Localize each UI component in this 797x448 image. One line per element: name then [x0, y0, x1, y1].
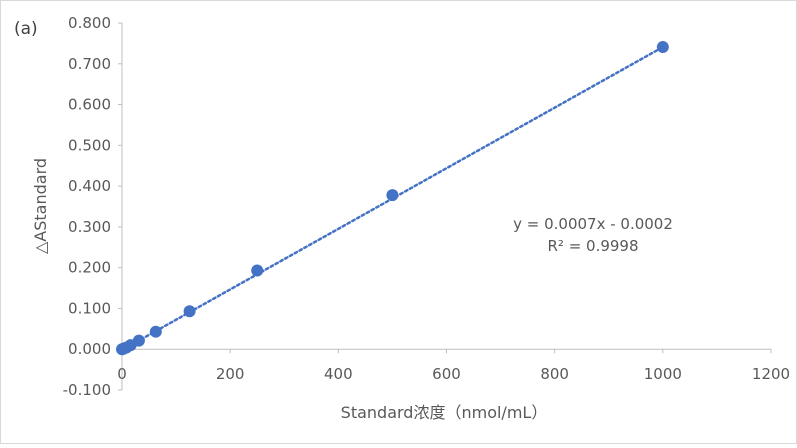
y-tick-label: 0.000 — [68, 340, 111, 358]
data-point — [183, 305, 196, 318]
x-tick-label: 200 — [216, 365, 245, 383]
x-tick-label: 400 — [324, 365, 353, 383]
y-tick-label: 0.700 — [68, 55, 111, 73]
y-tick-label: 0.200 — [68, 259, 111, 277]
x-axis-title: Standard浓度（nmol/mL） — [341, 403, 548, 422]
y-tick-label: 0.400 — [68, 177, 111, 195]
data-point — [656, 41, 669, 54]
x-tick-label: 600 — [432, 365, 461, 383]
x-tick-label: 1000 — [644, 365, 682, 383]
y-tick-label: 0.600 — [68, 96, 111, 114]
trendline-r-squared: R² = 0.9998 — [547, 237, 638, 255]
x-tick-label: 800 — [540, 365, 569, 383]
y-tick-label: 0.300 — [68, 218, 111, 236]
x-tick-label: 1200 — [752, 365, 790, 383]
y-tick-label: -0.100 — [63, 381, 111, 399]
data-point — [132, 334, 145, 347]
panel-label: (a) — [14, 19, 38, 39]
y-axis-title: △AStandard — [31, 158, 50, 254]
x-tick-label: 0 — [117, 365, 127, 383]
y-tick-label: 0.800 — [68, 14, 111, 32]
data-point — [386, 189, 399, 202]
y-tick-label: 0.100 — [68, 299, 111, 317]
data-point — [149, 325, 162, 338]
y-tick-label: 0.500 — [68, 136, 111, 154]
trendline-equation: y = 0.0007x - 0.0002 — [513, 215, 673, 233]
data-point — [251, 264, 264, 277]
